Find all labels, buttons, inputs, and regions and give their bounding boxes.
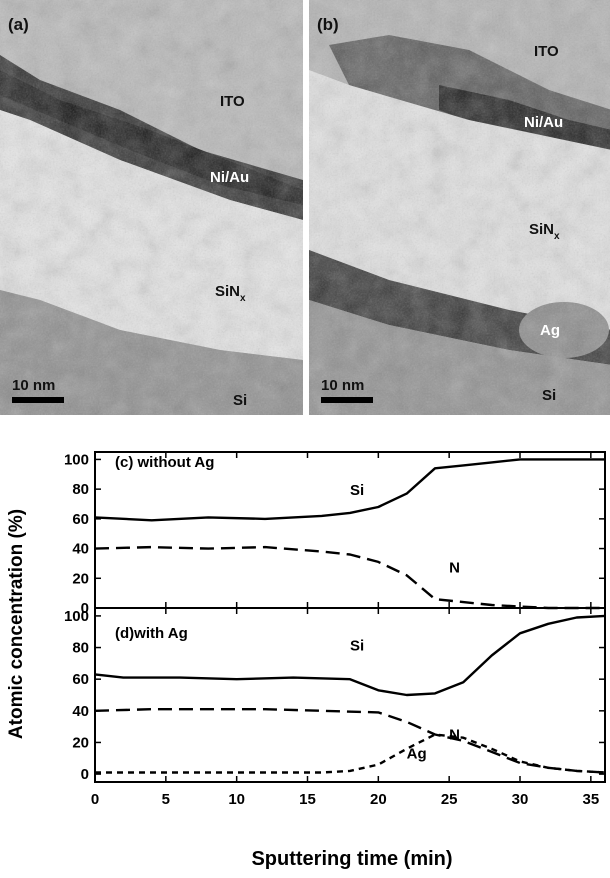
layer-label-si: Si	[233, 392, 247, 409]
x-axis-label: Sputtering time (min)	[251, 848, 452, 870]
scale-bar	[12, 397, 64, 403]
y-tick-label: 40	[72, 541, 89, 558]
y-tick-label: 20	[72, 570, 89, 587]
x-tick-label: 15	[299, 791, 316, 808]
y-tick-label: 0	[81, 766, 89, 783]
y-tick-label: 0	[81, 600, 89, 617]
layer-label-ag: Ag	[540, 322, 560, 339]
y-tick-label: 60	[72, 671, 89, 688]
x-tick-label: 20	[370, 791, 387, 808]
y-tick-label: 40	[72, 703, 89, 720]
series-line-d-ag	[95, 733, 606, 774]
layer-label-ito: ITO	[534, 43, 559, 60]
series-label-n: N	[449, 726, 460, 743]
scale-bar-label: 10 nm	[321, 377, 364, 394]
series-line-d-n	[94, 708, 606, 774]
series-label-ag: Ag	[407, 745, 427, 762]
y-axis-label: Atomic concentration (%)	[6, 509, 27, 739]
series-line-d-si	[94, 614, 606, 697]
y-tick-label: 100	[64, 608, 89, 625]
layer-label-niau: Ni/Au	[210, 169, 249, 186]
plot-frame-d	[94, 607, 606, 783]
panel-label-b: (b)	[317, 15, 339, 34]
tem-micrograph-a: (a) ITO Ni/Au SiNx Si 10 nm	[0, 0, 303, 415]
y-tick-label: 20	[72, 734, 89, 751]
x-tick-label: 30	[512, 791, 529, 808]
x-tick-label: 10	[228, 791, 245, 808]
x-tick-label: 5	[162, 791, 170, 808]
subplot-label-c: (c) without Ag	[115, 454, 214, 471]
layer-label-sinx: SiNx	[529, 221, 560, 242]
y-tick-label: 100	[64, 451, 89, 468]
layer-label-si: Si	[542, 387, 556, 404]
series-label-n: N	[449, 559, 460, 576]
x-tick-label: 25	[441, 791, 458, 808]
x-tick-label: 0	[91, 791, 99, 808]
series-line-c-n	[94, 545, 605, 610]
series-label-si: Si	[350, 638, 364, 655]
x-tick-label: 35	[582, 791, 599, 808]
tem-micrograph-b: (b) ITO Ni/Au SiNx Ag Si 10 nm	[309, 0, 610, 415]
scale-bar-label: 10 nm	[12, 377, 55, 394]
plot-frame-c	[94, 451, 606, 609]
series-label-si: Si	[350, 482, 364, 499]
scale-bar	[321, 397, 373, 403]
depth-profile-chart: Atomic concentration (%) Sputtering time…	[6, 451, 606, 870]
subplot-label-d: (d)with Ag	[115, 625, 188, 642]
y-tick-label: 80	[72, 481, 89, 498]
layer-label-niau: Ni/Au	[524, 114, 563, 131]
layer-label-ito: ITO	[220, 93, 245, 110]
y-tick-label: 60	[72, 511, 89, 528]
series-line-c-si	[94, 458, 605, 522]
panel-label-a: (a)	[8, 15, 29, 34]
y-tick-label: 80	[72, 640, 89, 657]
layer-label-sinx: SiNx	[215, 283, 246, 304]
